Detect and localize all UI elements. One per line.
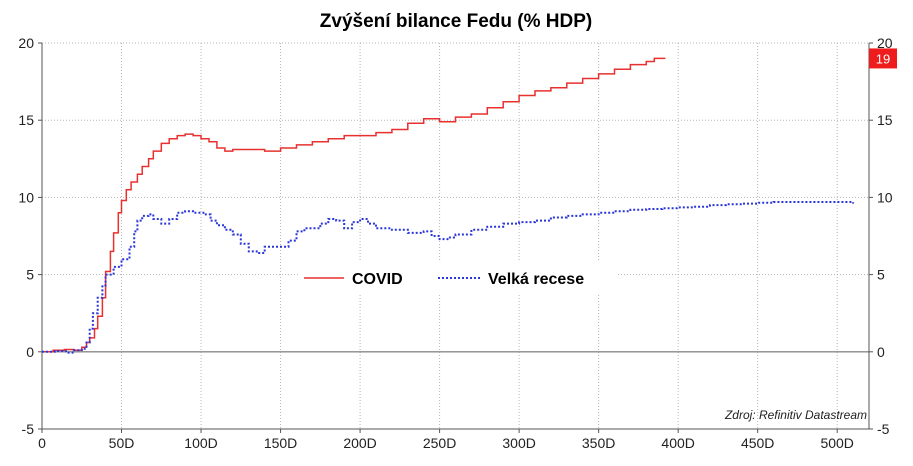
x-tick-label: 500D	[820, 435, 853, 451]
source-note: Zdroj: Refinitiv Datastream	[724, 408, 867, 422]
x-tick-label: 100D	[184, 435, 217, 451]
y-axis-right-ticks: -5 0 5 10 15 20	[869, 35, 893, 437]
x-tick-label: 300D	[502, 435, 535, 451]
x-tick-label: 450D	[741, 435, 774, 451]
y-tick-label-left: -5	[22, 421, 35, 437]
legend-label-velka-recese: Velká recese	[488, 271, 584, 288]
last-value-badge: 19	[869, 48, 897, 69]
y-tick-label-right: 0	[877, 344, 885, 360]
series-lines	[42, 57, 855, 354]
y-tick-label-left: 5	[26, 267, 34, 283]
y-tick-label-left: 20	[18, 35, 34, 51]
legend-label-covid: COVID	[352, 271, 403, 288]
axes	[41, 43, 870, 430]
y-tick-label-right: 10	[877, 189, 893, 205]
y-tick-label-right: 5	[877, 267, 885, 283]
last-value-badge-box	[869, 48, 897, 69]
y-tick-label-right: 15	[877, 112, 893, 128]
chart-title: Zvýšení bilance Fedu (% HDP)	[320, 11, 592, 32]
x-tick-label: 50D	[109, 435, 135, 451]
y-tick-label-left: 0	[26, 344, 34, 360]
x-tick-label: 350D	[582, 435, 615, 451]
x-tick-label: 400D	[661, 435, 694, 451]
x-tick-label: 0	[38, 435, 46, 451]
legend: COVID Velká recese	[298, 262, 618, 294]
x-tick-label: 250D	[423, 435, 456, 451]
x-axis-ticks: 0 50D 100D 150D 200D 250D 300D 350D 400D 450D 500D	[38, 429, 854, 451]
y-tick-label-right: -5	[877, 421, 890, 437]
series-line-covid	[42, 57, 666, 353]
last-value-badge-label: 19	[876, 51, 890, 66]
series-line-velka-recese	[42, 201, 855, 354]
y-axis-left-ticks: -5 0 5 10 15 20	[18, 35, 42, 437]
x-tick-label: 150D	[264, 435, 297, 451]
x-tick-label: 200D	[343, 435, 376, 451]
y-tick-label-left: 10	[18, 189, 34, 205]
y-tick-label-left: 15	[18, 112, 34, 128]
gridlines	[42, 42, 869, 429]
y-tick-label-right: 20	[877, 35, 893, 51]
